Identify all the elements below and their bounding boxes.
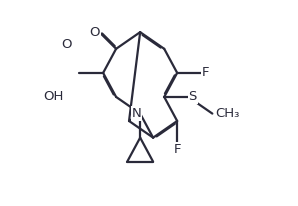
Text: S: S [189, 90, 197, 103]
Text: N: N [132, 107, 141, 120]
Text: OH: OH [44, 90, 64, 103]
Text: CH₃: CH₃ [215, 107, 240, 120]
Text: O: O [90, 26, 100, 39]
Text: F: F [202, 66, 209, 79]
Text: F: F [173, 143, 181, 156]
Text: O: O [61, 38, 72, 51]
